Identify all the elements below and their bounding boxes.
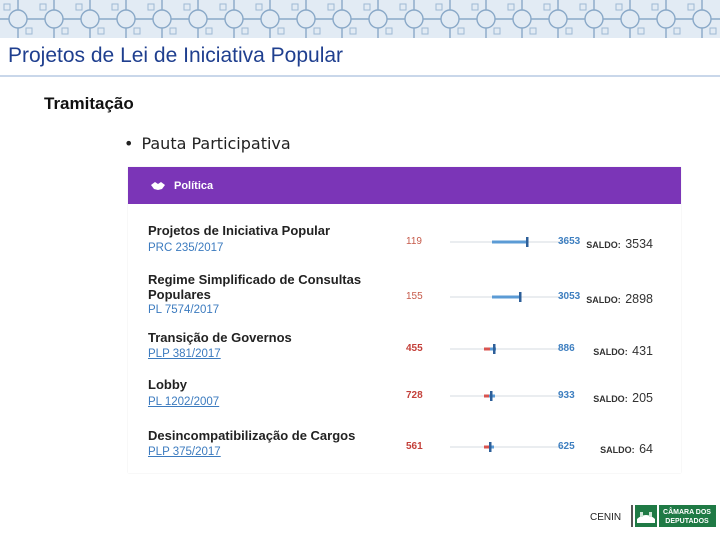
saldo-display: SALDO: 205 <box>593 389 653 407</box>
votes-favor-value: 3653 <box>558 236 581 247</box>
saldo-label: SALDO: <box>593 347 628 357</box>
project-row: Projetos de Iniciativa Popular PRC 235/2… <box>128 222 681 262</box>
vote-balance-bar <box>450 292 564 302</box>
votes-against-value: 728 <box>406 390 423 401</box>
logo-line-2: DEPUTADOS <box>665 518 709 525</box>
saldo-label: SALDO: <box>586 240 621 250</box>
saldo-display: SALDO: 2898 <box>586 290 653 308</box>
project-row: Regime Simplificado de Consultas Popular… <box>128 272 681 320</box>
decorative-banner <box>0 0 720 38</box>
project-title[interactable]: Transição de Governos <box>148 330 292 345</box>
votes-favor-value: 886 <box>558 343 575 354</box>
vote-balance-bar <box>450 391 564 401</box>
project-code[interactable]: PL 1202/2007 <box>148 396 220 408</box>
project-code[interactable]: PLP 375/2017 <box>148 446 221 458</box>
project-title[interactable]: Desincompatibilização de Cargos <box>148 428 356 443</box>
bullet-dot-icon: • <box>124 134 134 153</box>
votes-against-value: 119 <box>406 236 422 247</box>
saldo-label: SALDO: <box>593 394 628 404</box>
handshake-icon <box>151 181 165 190</box>
panel-header: Política <box>128 167 681 204</box>
saldo-value: 64 <box>639 442 653 456</box>
saldo-display: SALDO: 3534 <box>586 235 653 253</box>
vote-balance-bar <box>450 442 564 452</box>
saldo-value: 431 <box>632 344 653 358</box>
vote-balance-bar <box>450 237 564 247</box>
project-row: Lobby PL 1202/2007 728 933 SALDO: 205 <box>128 377 681 413</box>
votes-against-value: 155 <box>406 291 423 302</box>
project-title[interactable]: Lobby <box>148 377 187 392</box>
panel-header-label: Política <box>174 179 214 192</box>
pauta-panel: Política Projetos de Iniciativa Popular … <box>128 167 681 473</box>
project-code[interactable]: PLP 381/2017 <box>148 348 221 360</box>
saldo-value: 2898 <box>625 292 653 306</box>
votes-favor-value: 3053 <box>558 291 581 302</box>
vote-balance-bar <box>450 344 564 354</box>
project-row: Transição de Governos PLP 381/2017 455 8… <box>128 330 681 366</box>
title-divider <box>0 75 720 77</box>
votes-favor-value: 625 <box>558 441 575 452</box>
logo-line-1: CÂMARA DOS <box>663 507 711 516</box>
camara-dos-deputados-logo: CÂMARA DOS DEPUTADOS <box>631 503 716 529</box>
project-title[interactable]: Projetos de Iniciativa Popular <box>148 223 331 238</box>
saldo-display: SALDO: 64 <box>600 440 653 458</box>
bullet-label: Pauta Participativa <box>141 134 291 153</box>
votes-against-value: 561 <box>406 441 423 452</box>
project-title[interactable]: Regime Simplificado de Consultas Popular… <box>148 272 362 302</box>
section-subtitle: Tramitação <box>44 94 134 113</box>
saldo-value: 205 <box>632 391 653 405</box>
project-row: Desincompatibilização de Cargos PLP 375/… <box>128 428 681 464</box>
votes-against-value: 455 <box>406 343 423 354</box>
saldo-value: 3534 <box>625 237 653 251</box>
saldo-label: SALDO: <box>586 295 621 305</box>
slide-title: Projetos de Lei de Iniciativa Popular <box>8 44 344 67</box>
saldo-label: SALDO: <box>600 445 635 455</box>
project-code[interactable]: PRC 235/2017 <box>148 242 224 254</box>
saldo-display: SALDO: 431 <box>593 342 653 360</box>
votes-favor-value: 933 <box>558 390 575 401</box>
footer-label: CENIN <box>590 512 622 523</box>
bullet-item: • Pauta Participativa <box>124 134 291 153</box>
project-code[interactable]: PL 7574/2017 <box>148 304 220 316</box>
